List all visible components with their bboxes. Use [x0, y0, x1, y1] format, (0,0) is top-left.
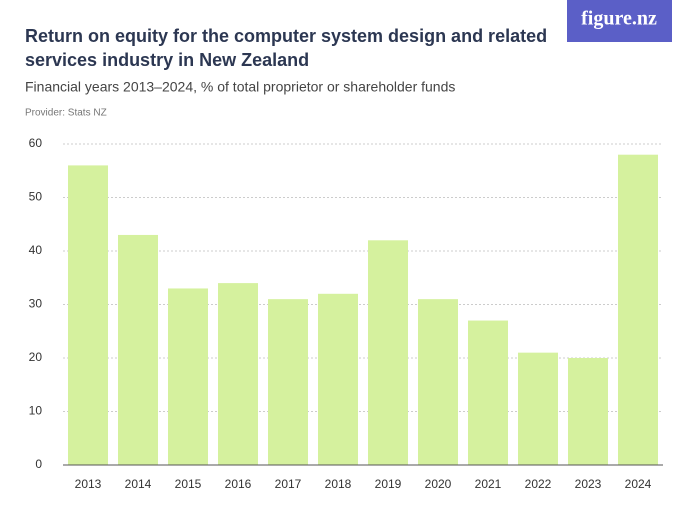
y-tick-label: 0: [35, 457, 42, 471]
x-tick-label: 2017: [275, 477, 302, 491]
x-tick-label: 2019: [375, 477, 402, 491]
x-tick-label: 2018: [325, 477, 352, 491]
y-tick-label: 30: [29, 297, 43, 311]
provider: Provider: Stats NZ: [25, 108, 107, 119]
y-tick-label: 40: [29, 243, 43, 257]
x-tick-label: 2015: [175, 477, 202, 491]
bar: [318, 293, 358, 465]
bar: [468, 320, 508, 465]
chart-subtitle: Financial years 2013–2024, % of total pr…: [25, 79, 455, 95]
x-tick-label: 2023: [575, 477, 602, 491]
bar: [368, 240, 408, 465]
bar: [168, 288, 208, 465]
x-tick-label: 2022: [525, 477, 552, 491]
y-tick-label: 20: [29, 350, 43, 364]
bar: [568, 358, 608, 465]
bar: [268, 299, 308, 465]
title-line: services industry in New Zealand: [25, 50, 309, 70]
y-tick-label: 10: [29, 404, 43, 418]
y-tick-label: 50: [29, 190, 43, 204]
x-tick-label: 2014: [125, 477, 152, 491]
x-tick-label: 2021: [475, 477, 502, 491]
chart-title: Return on equity for the computer system…: [25, 26, 552, 70]
title-line: Return on equity for the computer system…: [25, 26, 547, 46]
bar: [618, 154, 658, 465]
logo: figure.nz: [581, 8, 657, 30]
bar: [518, 352, 558, 465]
bar: [218, 283, 258, 465]
bar: [418, 299, 458, 465]
x-tick-label: 2020: [425, 477, 452, 491]
bar: [118, 234, 158, 465]
logo-box: [567, 0, 672, 42]
x-tick-label: 2024: [625, 477, 652, 491]
y-tick-label: 60: [29, 136, 43, 150]
x-tick-label: 2016: [225, 477, 252, 491]
bar: [68, 165, 108, 465]
x-tick-label: 2013: [75, 477, 102, 491]
